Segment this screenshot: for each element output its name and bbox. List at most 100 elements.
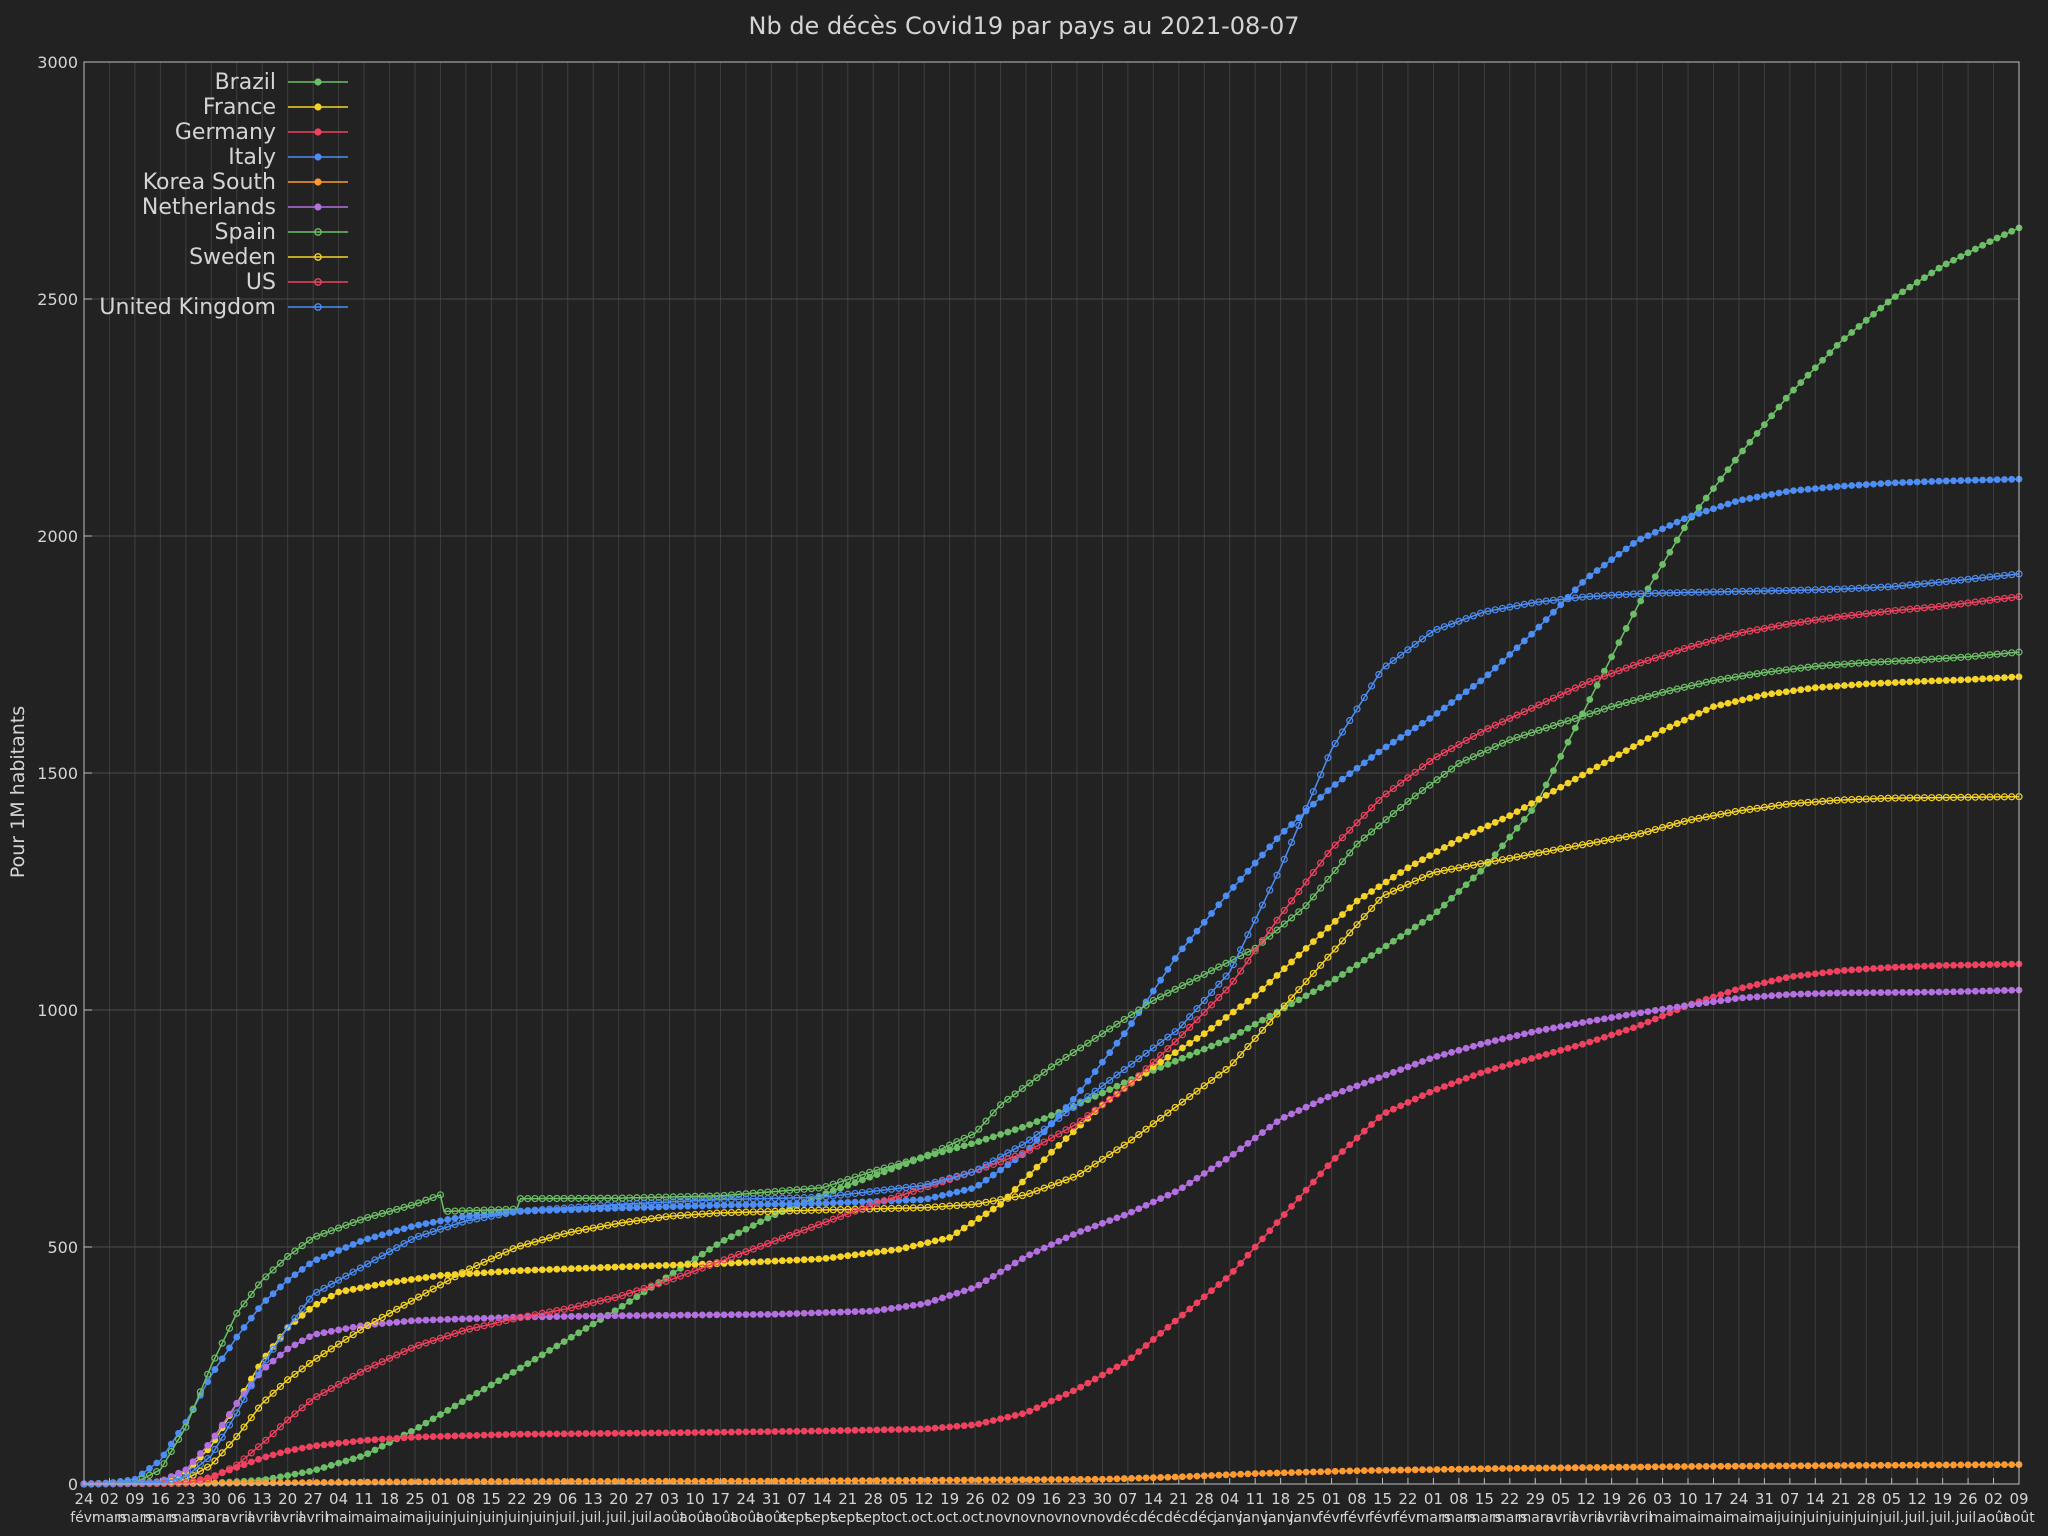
data-point (589, 1224, 597, 1232)
data-point (815, 1184, 823, 1192)
data-point (1229, 1150, 1237, 1158)
data-point (1302, 1468, 1310, 1476)
data-point (1382, 816, 1390, 824)
data-point (538, 1236, 546, 1244)
data-point (480, 1213, 488, 1222)
data-point (1404, 774, 1412, 782)
data-point (1899, 963, 1907, 971)
data-point (400, 1225, 408, 1233)
data-point (240, 1423, 248, 1431)
data-point (1288, 1202, 1295, 1210)
data-point (1833, 483, 1841, 490)
data-point (662, 1213, 670, 1221)
data-point (1899, 606, 1907, 614)
data-point (1309, 969, 1317, 978)
data-point (1891, 963, 1899, 971)
data-point (524, 1312, 532, 1320)
data-point (1819, 356, 1826, 364)
data-point (1644, 1018, 1652, 1026)
data-point (698, 1311, 706, 1319)
data-point (1746, 982, 1754, 990)
data-point (764, 1257, 772, 1265)
data-point (611, 1200, 619, 1209)
data-point (1557, 719, 1565, 727)
data-point (1586, 677, 1594, 686)
data-point (240, 1395, 248, 1403)
data-point (1659, 1012, 1666, 1020)
data-point (1782, 1462, 1790, 1470)
data-point (1542, 791, 1550, 799)
data-point (582, 1325, 590, 1332)
data-point (1047, 1063, 1056, 1071)
data-point (1440, 704, 1448, 712)
data-point (145, 1479, 154, 1487)
data-point (1142, 1125, 1150, 1133)
data-point (254, 1404, 263, 1412)
data-point (1360, 759, 1368, 767)
data-point (1287, 897, 1296, 905)
data-point (167, 1476, 175, 1484)
data-point (1950, 1461, 1957, 1469)
data-point (1811, 616, 1819, 624)
data-point (1178, 982, 1187, 990)
data-point (1746, 694, 1754, 702)
x-tick-label-month: mai (351, 1510, 377, 1526)
data-point (371, 1436, 379, 1444)
data-point (1841, 989, 1848, 997)
data-point (313, 1354, 321, 1362)
data-point (924, 1239, 932, 1246)
data-point (1113, 1146, 1121, 1154)
data-point (182, 1423, 190, 1431)
data-point (706, 1477, 714, 1485)
data-point (1193, 927, 1201, 935)
data-point (473, 1431, 481, 1439)
data-point (1913, 1461, 1921, 1469)
data-point (1637, 535, 1645, 543)
data-point (1164, 989, 1172, 997)
data-point (1426, 629, 1434, 638)
data-point (1018, 1191, 1027, 1200)
data-point (589, 1430, 597, 1437)
data-point (698, 1250, 706, 1258)
data-point (291, 1247, 299, 1255)
data-point (1535, 1464, 1543, 1472)
data-point (1411, 860, 1419, 868)
data-point (567, 1194, 575, 1203)
data-point (655, 1429, 663, 1437)
data-point (306, 1333, 313, 1341)
data-point (968, 1285, 975, 1292)
data-point (465, 1265, 474, 1273)
data-point (2008, 227, 2016, 235)
data-point (1709, 812, 1718, 820)
data-point (313, 1466, 321, 1474)
data-point (764, 1477, 772, 1485)
data-point (1324, 754, 1332, 762)
x-tick-label-day: 27 (304, 1490, 323, 1508)
data-point (1724, 500, 1732, 508)
data-point (415, 1316, 423, 1324)
x-tick-label-day: 12 (1577, 1490, 1596, 1508)
data-point (822, 1199, 830, 1207)
data-point (1491, 851, 1499, 858)
data-point (1979, 476, 1987, 484)
data-point (1462, 881, 1470, 889)
data-point (1804, 485, 1812, 493)
legend-label: US (246, 270, 276, 295)
data-point (1113, 1071, 1121, 1079)
data-point (1790, 1462, 1797, 1470)
data-point (1419, 1466, 1426, 1474)
data-point (1287, 994, 1296, 1002)
data-point (1520, 708, 1528, 716)
data-point (720, 1256, 728, 1264)
data-point (1470, 682, 1477, 690)
data-point (1921, 1461, 1928, 1469)
data-point (1630, 1024, 1637, 1032)
data-point (335, 1439, 343, 1447)
data-point (444, 1432, 452, 1440)
data-point (1033, 1248, 1041, 1255)
data-point (1484, 1465, 1492, 1473)
data-point (1448, 894, 1455, 902)
data-point (1040, 1125, 1048, 1133)
